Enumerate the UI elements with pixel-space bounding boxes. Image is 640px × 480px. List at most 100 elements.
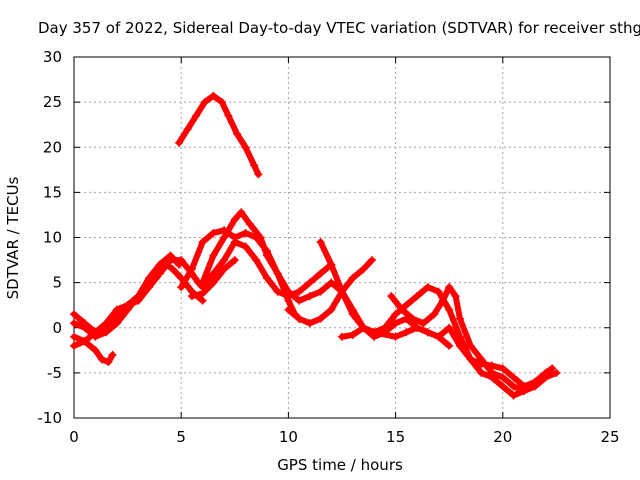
data-point	[548, 364, 557, 373]
data-point	[112, 305, 121, 314]
data-point	[262, 274, 271, 283]
data-point	[541, 373, 550, 382]
data-point	[187, 265, 196, 274]
data-point	[155, 269, 164, 278]
data-point	[348, 274, 357, 283]
data-series-arc-6	[187, 256, 239, 301]
data-point	[104, 358, 113, 367]
data-point	[305, 278, 314, 287]
data-point	[305, 292, 314, 301]
data-point	[177, 256, 186, 265]
data-point	[368, 256, 377, 265]
data-point	[295, 287, 304, 296]
data-point	[198, 238, 207, 247]
data-point	[430, 310, 439, 319]
y-tick-label: 0	[52, 319, 62, 337]
data-point	[168, 265, 177, 274]
data-point	[423, 283, 432, 292]
data-point	[316, 269, 325, 278]
data-point	[488, 368, 497, 377]
data-point	[166, 256, 175, 265]
data-point	[520, 386, 529, 395]
data-point	[254, 170, 263, 179]
y-tick-label: 5	[52, 274, 62, 292]
data-point	[509, 391, 518, 400]
data-series-arc-12	[175, 91, 263, 179]
data-point	[391, 319, 400, 328]
data-point	[391, 332, 400, 341]
data-point	[305, 319, 314, 328]
y-tick-label: -10	[38, 409, 63, 427]
data-point	[413, 323, 422, 332]
data-point	[70, 310, 78, 319]
data-point	[187, 292, 196, 301]
data-point	[123, 301, 132, 310]
data-point	[327, 278, 336, 287]
y-tick-label: 20	[43, 138, 62, 156]
data-point	[241, 228, 250, 237]
data-point	[284, 296, 293, 305]
data-point	[256, 233, 265, 242]
data-point	[338, 332, 346, 341]
y-axis-label: SDTVAR / TECUs	[4, 176, 22, 299]
data-point	[370, 328, 379, 337]
data-point	[295, 296, 304, 305]
y-tick-label: 15	[43, 183, 62, 201]
data-point	[273, 287, 282, 296]
data-point	[245, 219, 254, 228]
data-point	[359, 323, 368, 332]
data-point	[498, 373, 507, 382]
data-point	[466, 341, 475, 350]
data-point	[466, 355, 475, 364]
y-tick-label: 30	[43, 48, 62, 66]
data-trace	[176, 92, 262, 178]
data-point	[198, 296, 207, 305]
data-point	[434, 332, 443, 341]
data-point	[295, 314, 304, 323]
data-point	[509, 382, 518, 391]
data-point	[70, 341, 78, 350]
data-point	[220, 265, 229, 274]
data-point	[70, 332, 78, 341]
data-point	[134, 296, 143, 305]
data-point	[200, 98, 209, 107]
y-tick-label: -5	[47, 364, 62, 382]
data-series-arc-10	[338, 323, 550, 391]
data-point	[241, 143, 250, 152]
data-point	[445, 283, 454, 292]
data-point	[423, 328, 432, 337]
data-point	[192, 111, 201, 120]
data-point	[509, 373, 518, 382]
data-series-arc-11	[387, 283, 561, 395]
x-tick-label: 15	[386, 428, 405, 446]
x-tick-label: 10	[279, 428, 298, 446]
data-series-arc-9	[316, 238, 557, 400]
data-point	[530, 382, 539, 391]
data-point	[241, 242, 250, 251]
data-point	[232, 129, 241, 138]
data-point	[209, 278, 218, 287]
data-point	[198, 289, 207, 298]
data-point	[438, 296, 447, 305]
data-point	[477, 355, 486, 364]
data-point	[209, 228, 218, 237]
data-point	[177, 283, 186, 292]
data-point	[273, 269, 282, 278]
data-point	[209, 251, 218, 260]
data-point	[284, 305, 293, 314]
data-point	[380, 323, 389, 332]
data-point	[419, 319, 428, 328]
grid	[74, 57, 610, 418]
data-point	[445, 323, 454, 332]
data-point	[91, 328, 100, 337]
y-tick-label: 10	[43, 229, 62, 247]
data-point	[348, 330, 357, 339]
data-point	[220, 233, 229, 242]
x-tick-label: 5	[176, 428, 186, 446]
data-point	[498, 364, 507, 373]
data-point	[327, 305, 336, 314]
data-point	[230, 215, 239, 224]
data-point	[108, 350, 117, 359]
data-point	[316, 238, 325, 247]
data-point	[209, 269, 218, 278]
